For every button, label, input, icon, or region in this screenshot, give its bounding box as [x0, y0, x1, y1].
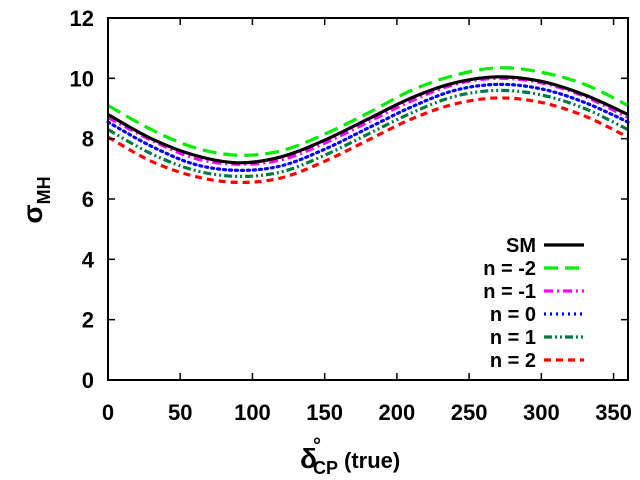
- y-tick-label: 12: [70, 6, 94, 31]
- y-tick-label: 0: [82, 368, 94, 393]
- x-axis-degree: °: [313, 435, 321, 457]
- x-tick-label: 300: [523, 400, 560, 425]
- y-tick-label: 2: [82, 308, 94, 333]
- legend-label: n = 0: [490, 304, 536, 326]
- x-axis-title: δ° CP (true): [300, 435, 400, 478]
- series-line-nneg2: [107, 66, 629, 157]
- legend-label: SM: [506, 235, 536, 257]
- y-axis-subscript: MH: [34, 176, 54, 204]
- legend-label: n = 2: [490, 350, 536, 372]
- x-axis-subscript: CP: [313, 458, 338, 478]
- y-axis-title: σMH: [17, 176, 54, 223]
- series-line-n2: [107, 96, 629, 185]
- legend-label: n = -1: [483, 281, 536, 303]
- y-tick-label: 8: [82, 127, 94, 152]
- x-tick-label: 200: [379, 400, 416, 425]
- x-tick-label: 150: [306, 400, 343, 425]
- legend-label: n = 1: [490, 327, 536, 349]
- series-layer: [106, 66, 630, 185]
- x-tick-label: 0: [102, 400, 114, 425]
- y-tick-label: 6: [82, 187, 94, 212]
- legend-label: n = -2: [483, 258, 536, 280]
- x-tick-label: 50: [168, 400, 192, 425]
- y-axis-symbol: σ: [17, 204, 48, 223]
- series-line-SM: [107, 75, 629, 165]
- x-tick-label: 350: [595, 400, 632, 425]
- legend-layer: SMn = -2n = -1n = 0n = 1n = 2: [483, 235, 584, 372]
- x-tick-label: 100: [234, 400, 271, 425]
- y-tick-label: 10: [70, 66, 94, 91]
- x-axis-suffix: (true): [344, 448, 400, 473]
- y-tick-label: 4: [82, 247, 95, 272]
- x-axis-symbol: δ: [300, 443, 317, 474]
- plot-frame: [107, 17, 629, 381]
- tick-layer: 0 50 100 150 200 250 300 350 0 2 4 6 8 10 12: [70, 6, 632, 425]
- x-tick-label: 250: [451, 400, 488, 425]
- series-line-n1: [107, 88, 629, 179]
- series-line-n0: [106, 82, 630, 172]
